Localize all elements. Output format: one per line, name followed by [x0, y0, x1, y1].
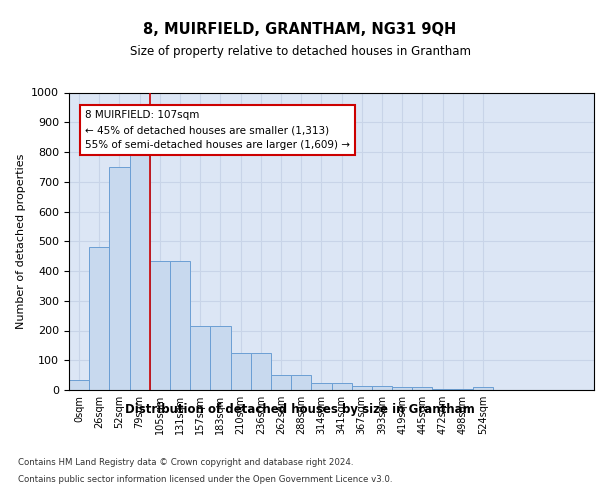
Bar	[190, 326, 211, 390]
Y-axis label: Number of detached properties: Number of detached properties	[16, 154, 26, 329]
Bar	[311, 382, 331, 390]
Bar	[211, 326, 230, 390]
Bar	[251, 353, 271, 390]
Bar	[392, 387, 412, 390]
Text: Contains public sector information licensed under the Open Government Licence v3: Contains public sector information licen…	[18, 476, 392, 484]
Bar	[412, 387, 433, 390]
Text: 8, MUIRFIELD, GRANTHAM, NG31 9QH: 8, MUIRFIELD, GRANTHAM, NG31 9QH	[143, 22, 457, 38]
Bar	[352, 386, 372, 390]
Bar	[452, 388, 473, 390]
Bar	[150, 260, 170, 390]
Bar	[130, 155, 150, 390]
Bar	[69, 380, 89, 390]
Bar	[331, 382, 352, 390]
Bar	[473, 387, 493, 390]
Text: Distribution of detached houses by size in Grantham: Distribution of detached houses by size …	[125, 402, 475, 415]
Bar	[109, 167, 130, 390]
Bar	[433, 388, 452, 390]
Bar	[291, 375, 311, 390]
Bar	[271, 375, 291, 390]
Bar	[230, 353, 251, 390]
Bar	[89, 247, 109, 390]
Bar	[372, 386, 392, 390]
Bar	[170, 260, 190, 390]
Text: Size of property relative to detached houses in Grantham: Size of property relative to detached ho…	[130, 45, 470, 58]
Text: 8 MUIRFIELD: 107sqm
← 45% of detached houses are smaller (1,313)
55% of semi-det: 8 MUIRFIELD: 107sqm ← 45% of detached ho…	[85, 110, 350, 150]
Text: Contains HM Land Registry data © Crown copyright and database right 2024.: Contains HM Land Registry data © Crown c…	[18, 458, 353, 467]
